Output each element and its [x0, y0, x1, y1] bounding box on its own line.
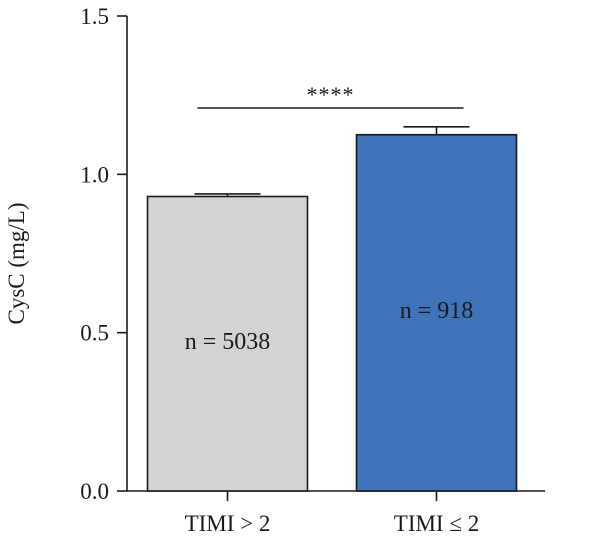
bar: [355, 133, 518, 492]
bar-data-label: n = 918: [400, 298, 474, 324]
y-tick-label: 0.0: [80, 479, 109, 504]
y-tick-label: 0.5: [80, 321, 109, 346]
x-tick-label: TIMI ≤ 2: [394, 511, 479, 536]
y-tick-label: 1.5: [80, 4, 109, 29]
significance-annotation: ****: [197, 82, 464, 109]
significance-label: ****: [307, 82, 355, 107]
x-tick-label: TIMI > 2: [185, 511, 271, 536]
y-axis-label: CysC (mg/L): [4, 202, 29, 324]
x-ticks: TIMI > 2 TIMI ≤ 2: [185, 491, 479, 536]
y-tick-label: 1.0: [80, 162, 109, 187]
bar-data-label: n = 5038: [185, 329, 271, 355]
bars: n = 5038 n = 918: [146, 126, 518, 492]
y-ticks: 0.0 0.5 1.0 1.5: [80, 4, 127, 504]
